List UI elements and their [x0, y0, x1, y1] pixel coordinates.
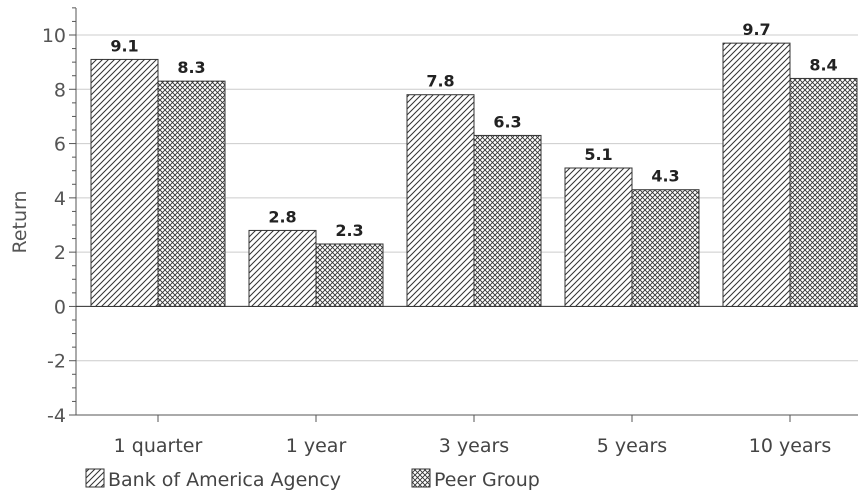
data-label: 8.4: [809, 55, 837, 74]
bar-peer-group: [789, 77, 858, 307]
data-label: 6.3: [493, 112, 521, 131]
x-tick-label: 3 years: [439, 435, 509, 457]
legend-peer-group-swatch: [411, 468, 431, 488]
y-tick-label: 10: [42, 25, 66, 47]
bar-peer-group: [315, 243, 384, 307]
y-tick-label: -2: [47, 351, 66, 373]
bar-bank-of-america-agency: [564, 167, 633, 307]
data-label: 8.3: [177, 58, 205, 77]
legend-bank-of-america-agency-swatch: [85, 468, 105, 488]
data-label: 5.1: [584, 145, 612, 164]
y-tick-label: 0: [54, 296, 66, 318]
bar-peer-group: [473, 134, 542, 307]
x-axis: 1 quarter 1 year 3 years 5 years 10 years: [76, 305, 858, 457]
legend-peer-group-label: Peer Group: [434, 469, 540, 491]
y-axis: -4 -2 0 2 4 6 8 10: [42, 7, 77, 427]
y-tick-label: 2: [54, 242, 66, 264]
bar-bank-of-america-agency: [406, 94, 475, 307]
x-tick-label: 1 quarter: [114, 435, 203, 457]
data-labels: 9.1 8.3 2.8 2.3 7.8 6.3 5.1 4.3 9.7 8.4: [110, 20, 837, 240]
bar-bank-of-america-agency: [722, 42, 791, 307]
legend-bank-of-america-agency-label: Bank of America Agency: [108, 469, 341, 491]
x-tick-label: 1 year: [286, 435, 347, 457]
y-axis-title: Return: [9, 190, 31, 253]
y-tick-label: 4: [54, 188, 66, 210]
data-label: 7.8: [426, 72, 454, 91]
bar-peer-group: [157, 80, 226, 307]
bar-bank-of-america-agency: [90, 58, 159, 307]
data-label: 9.7: [742, 20, 770, 39]
bar-bank-of-america-agency: [248, 229, 317, 307]
bars: [90, 42, 858, 307]
y-tick-label: -4: [47, 405, 66, 427]
data-label: 4.3: [651, 167, 679, 186]
data-label: 2.3: [335, 221, 363, 240]
x-tick-label: 5 years: [597, 435, 667, 457]
legend: Bank of America Agency Peer Group: [85, 468, 540, 491]
y-tick-label: 6: [54, 134, 66, 156]
x-tick-label: 10 years: [749, 435, 832, 457]
bar-peer-group: [631, 189, 700, 307]
data-label: 9.1: [110, 36, 138, 55]
data-label: 2.8: [268, 207, 296, 226]
y-tick-label: 8: [54, 79, 66, 101]
